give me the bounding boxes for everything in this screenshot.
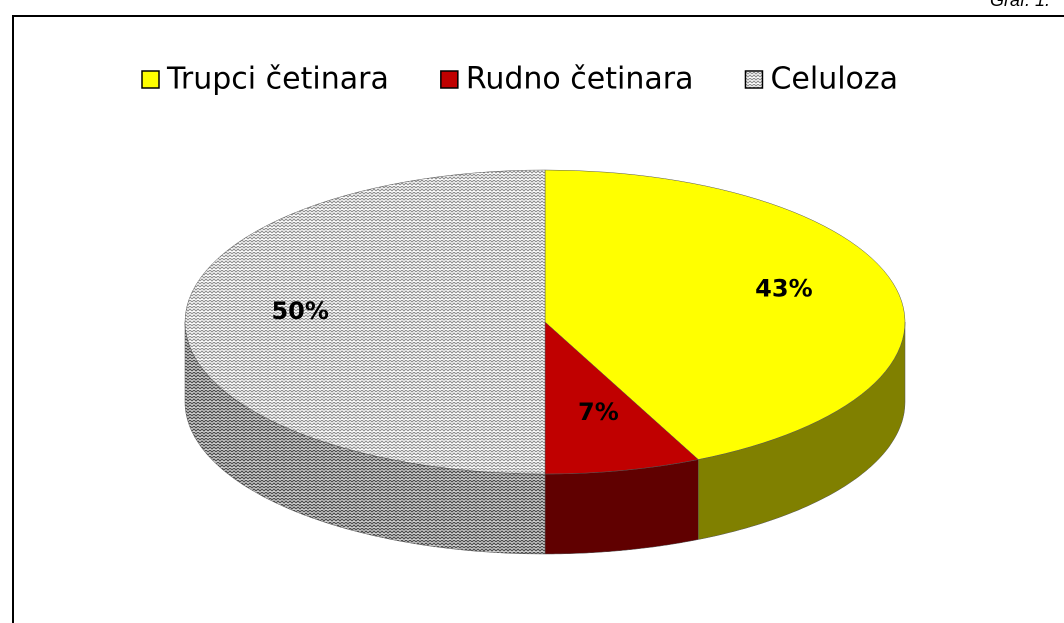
frame (12, 15, 1064, 623)
legend-label: Trupci četinara (166, 62, 389, 97)
value-label: 7% (578, 398, 619, 426)
legend-label: Rudno četinara (466, 62, 694, 97)
annotation: Graf. 1. (990, 0, 1050, 10)
pie-slice (544, 321, 699, 475)
legend-marker (440, 70, 459, 89)
legend-marker (141, 70, 160, 89)
value-label: 50% (271, 297, 328, 325)
pie-slice (544, 169, 906, 460)
legend-label: Celuloza (770, 62, 898, 97)
value-label: 43% (755, 274, 812, 302)
pie-slice (184, 169, 546, 475)
legend-marker (744, 70, 764, 89)
